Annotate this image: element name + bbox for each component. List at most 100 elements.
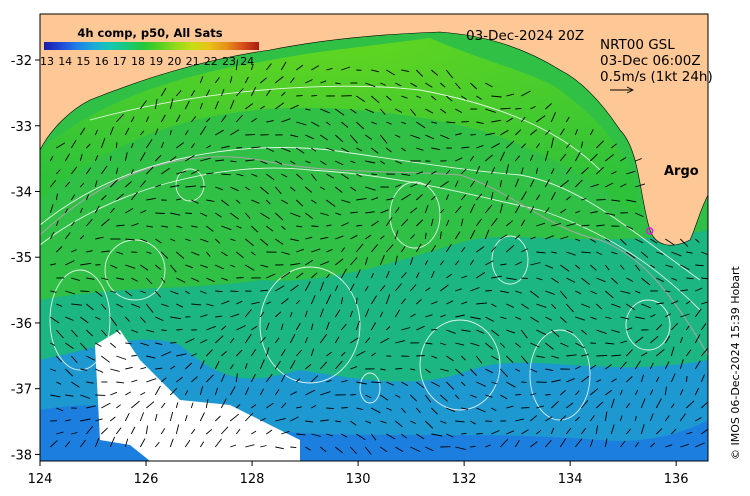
current-vector [326, 379, 332, 383]
current-vector [341, 199, 351, 204]
current-vector [649, 442, 656, 448]
current-vector [160, 428, 166, 435]
current-vector [80, 368, 88, 371]
current-vector [455, 446, 467, 451]
current-vector [116, 193, 124, 201]
current-vector [409, 284, 417, 292]
current-vector [491, 275, 502, 279]
current-vector [566, 277, 576, 283]
current-vector [251, 325, 258, 331]
current-vector [485, 290, 492, 292]
current-vector [259, 388, 264, 396]
current-vector [544, 150, 549, 162]
current-vector [380, 82, 386, 86]
current-vector [259, 311, 265, 318]
current-vector [520, 219, 526, 227]
current-vector [476, 381, 486, 387]
current-vector [461, 275, 468, 279]
current-vector [221, 251, 228, 257]
current-vector [79, 439, 86, 448]
x-tick-label: 128 [240, 472, 265, 487]
current-vector [535, 142, 541, 149]
current-vector [235, 59, 239, 71]
current-vector [605, 212, 616, 216]
current-vector [341, 121, 349, 128]
current-vector [590, 290, 597, 295]
current-vector [85, 329, 94, 337]
current-vector [236, 251, 244, 258]
current-vector [530, 342, 540, 348]
current-vector [364, 337, 371, 344]
current-vector [230, 290, 239, 293]
y-tick-label: -32 [11, 54, 32, 69]
current-vector [430, 244, 437, 253]
current-vector [200, 238, 209, 243]
current-vector [170, 290, 179, 295]
current-vector [565, 303, 574, 313]
current-vector [431, 301, 438, 305]
current-vector [205, 89, 210, 97]
current-vector [611, 378, 617, 383]
current-vector [356, 147, 363, 152]
current-vector [349, 446, 357, 455]
current-vector [536, 329, 547, 336]
current-vector [274, 212, 284, 221]
current-vector [416, 171, 424, 175]
current-vector [500, 263, 507, 266]
current-vector [154, 154, 162, 162]
current-vector [71, 303, 83, 306]
current-vector [469, 229, 476, 240]
current-vector [296, 225, 303, 228]
current-vector [440, 181, 449, 188]
current-vector [550, 303, 557, 310]
current-vector [235, 404, 241, 409]
contour-eddy [529, 329, 591, 421]
current-vector [575, 210, 581, 214]
current-vector [461, 407, 469, 410]
current-vector [101, 355, 110, 363]
current-vector [251, 173, 258, 177]
x-tick-label: 130 [346, 472, 371, 487]
current-vector [260, 445, 267, 448]
current-vector [320, 134, 328, 141]
current-vector [560, 264, 570, 272]
current-vector [416, 194, 423, 201]
current-vector [275, 446, 284, 450]
current-vector [94, 437, 100, 448]
current-vector [589, 129, 594, 136]
current-vector [310, 323, 314, 331]
colorbar-tick-label: 21 [186, 55, 200, 68]
current-vector [520, 329, 528, 339]
current-vector [425, 342, 433, 345]
current-vector [475, 193, 483, 201]
current-vector [296, 147, 305, 154]
current-vector [206, 325, 216, 331]
current-vector [380, 394, 389, 401]
current-vector [664, 415, 670, 422]
current-vector [95, 316, 101, 320]
current-vector [566, 195, 571, 201]
current-vector [310, 272, 318, 279]
colorbar-ticks: 13 14 15 16 17 18 19 20 21 22 23 24 [40, 55, 254, 68]
current-vector [379, 311, 384, 318]
current-vector [169, 130, 172, 136]
current-vector [305, 134, 314, 140]
contour-eddy [49, 269, 111, 371]
current-vector [550, 137, 554, 149]
current-vector [566, 329, 573, 334]
current-vector [536, 251, 546, 254]
current-vector [491, 119, 501, 123]
contour-line [89, 85, 601, 171]
current-vector [499, 151, 506, 162]
current-vector [94, 129, 98, 136]
current-vector [559, 316, 567, 324]
current-vector [161, 167, 170, 175]
current-vector [109, 155, 112, 162]
current-vector [206, 225, 214, 232]
current-vector [100, 329, 107, 337]
current-vector [565, 143, 571, 149]
current-vector [560, 342, 569, 348]
current-vector [445, 194, 450, 201]
current-vector [454, 260, 460, 266]
current-vector [440, 342, 447, 346]
